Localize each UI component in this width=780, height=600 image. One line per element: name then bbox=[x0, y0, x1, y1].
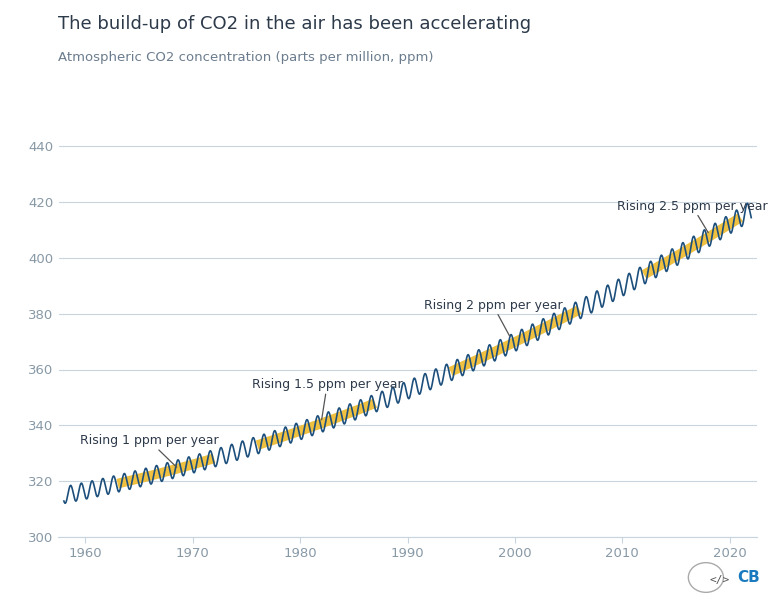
Text: Rising 1 ppm per year: Rising 1 ppm per year bbox=[80, 434, 218, 467]
Text: Atmospheric CO2 concentration (parts per million, ppm): Atmospheric CO2 concentration (parts per… bbox=[58, 51, 434, 64]
Text: </>: </> bbox=[709, 575, 729, 585]
Text: Rising 1.5 ppm per year: Rising 1.5 ppm per year bbox=[252, 379, 402, 420]
Text: Rising 2 ppm per year: Rising 2 ppm per year bbox=[424, 299, 562, 336]
Text: Rising 2.5 ppm per year: Rising 2.5 ppm per year bbox=[617, 200, 768, 233]
Text: CB: CB bbox=[738, 570, 760, 585]
Text: The build-up of CO2 in the air has been accelerating: The build-up of CO2 in the air has been … bbox=[58, 15, 532, 33]
